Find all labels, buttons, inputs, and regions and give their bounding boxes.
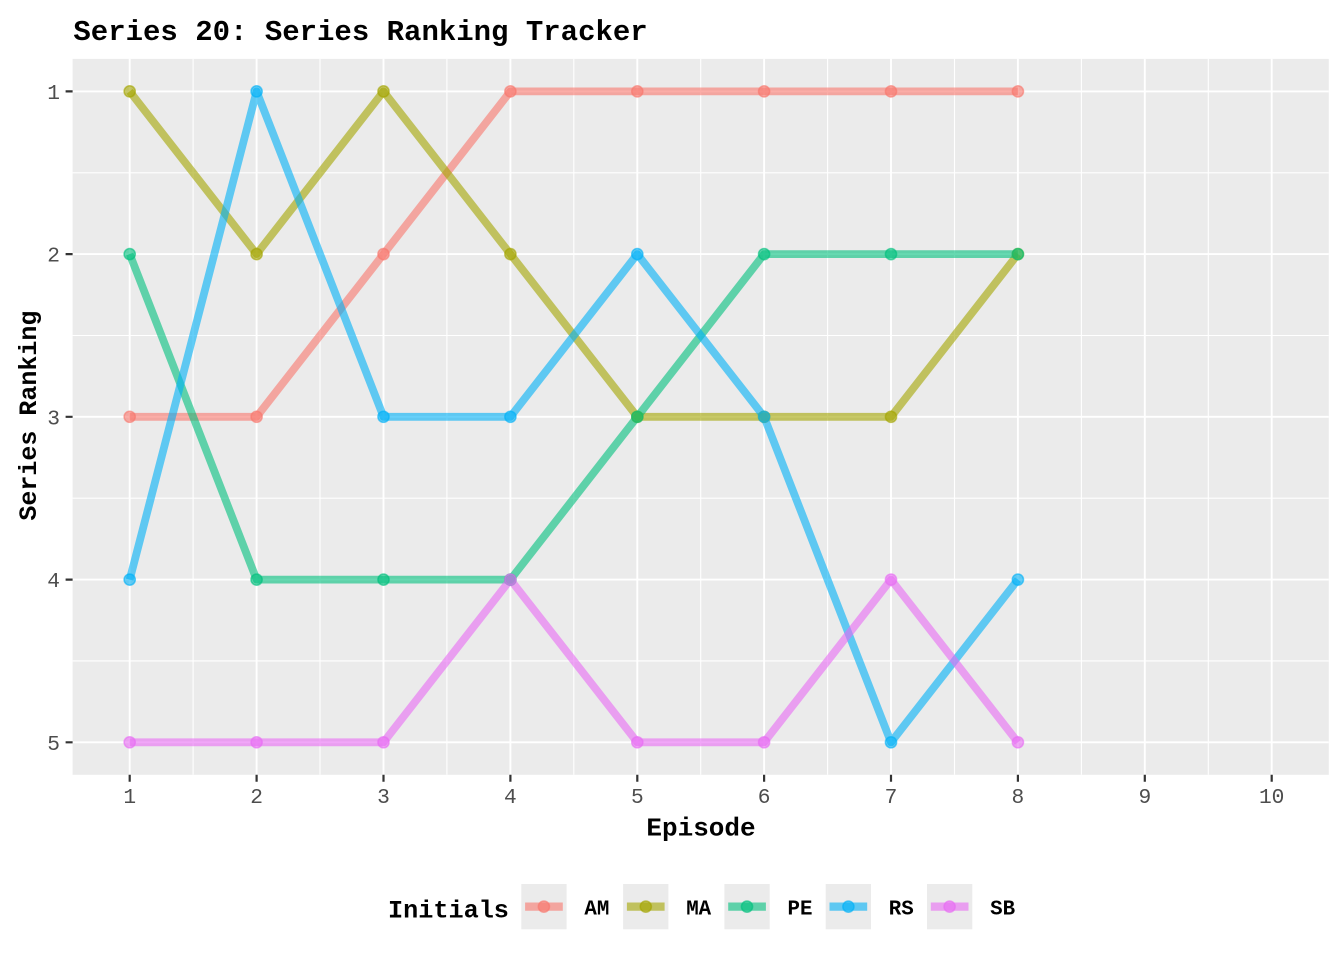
svg-text:2: 2 [250, 786, 263, 810]
svg-text:3: 3 [47, 407, 60, 431]
svg-text:SB: SB [990, 898, 1015, 921]
svg-text:AM: AM [584, 898, 609, 921]
svg-text:1: 1 [123, 786, 136, 810]
svg-text:5: 5 [47, 733, 60, 757]
svg-text:6: 6 [758, 786, 771, 810]
svg-text:Series 20: Series Ranking Trac: Series 20: Series Ranking Tracker [73, 16, 647, 49]
svg-text:4: 4 [504, 786, 517, 810]
svg-text:4: 4 [47, 570, 60, 594]
svg-text:RS: RS [889, 898, 914, 921]
svg-text:Series Ranking: Series Ranking [15, 311, 44, 521]
svg-text:Episode: Episode [646, 813, 755, 843]
svg-text:7: 7 [885, 786, 898, 810]
svg-text:Initials: Initials [388, 896, 509, 925]
svg-text:3: 3 [377, 786, 390, 810]
svg-text:8: 8 [1012, 786, 1025, 810]
svg-text:PE: PE [788, 898, 813, 921]
svg-text:2: 2 [47, 245, 60, 269]
svg-text:10: 10 [1259, 786, 1284, 810]
svg-text:MA: MA [686, 898, 711, 921]
svg-text:5: 5 [631, 786, 644, 810]
svg-text:9: 9 [1138, 786, 1151, 810]
svg-text:1: 1 [47, 82, 60, 106]
